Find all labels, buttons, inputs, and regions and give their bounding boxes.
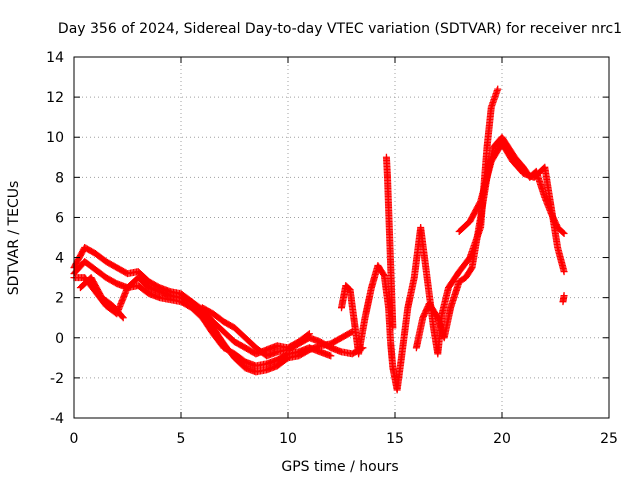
axis-ticks [73,56,610,419]
y-tick-label: -2 [50,371,64,387]
data-point [560,292,568,300]
y-tick-label: 4 [55,251,64,267]
x-tick-labels: 0 5 10 15 20 25 [70,431,618,447]
y-tick-label: 6 [55,210,64,226]
x-tick-label: 25 [600,431,618,447]
y-tick-label: 14 [46,50,64,66]
chart-title: Day 356 of 2024, Sidereal Day-to-day VTE… [58,21,622,37]
y-tick-label: 2 [55,291,64,307]
y-axis-label: SDTVAR / TECUs [6,181,22,296]
x-tick-label: 5 [177,431,186,447]
x-tick-label: 15 [386,431,404,447]
y-tick-label: 10 [46,130,64,146]
plot-frame [73,56,610,419]
data-point [560,268,568,276]
y-tick-labels: -4 -2 0 2 4 6 8 10 12 14 [46,50,64,427]
y-tick-label: 8 [55,170,64,186]
y-tick-label: -4 [50,411,64,427]
data-point [559,228,567,236]
x-tick-label: 10 [279,431,297,447]
data-point [389,324,397,332]
data-point [560,229,568,237]
x-tick-label: 0 [70,431,79,447]
x-axis-label: GPS time / hours [281,459,398,475]
data-point [118,313,126,321]
data-point [119,314,127,322]
gridlines [74,57,609,418]
data-point [494,85,502,93]
y-tick-label: 0 [55,331,64,347]
data-point [327,352,335,360]
y-tick-label: 12 [46,90,64,106]
x-tick-label: 20 [493,431,511,447]
data-points [70,85,568,394]
